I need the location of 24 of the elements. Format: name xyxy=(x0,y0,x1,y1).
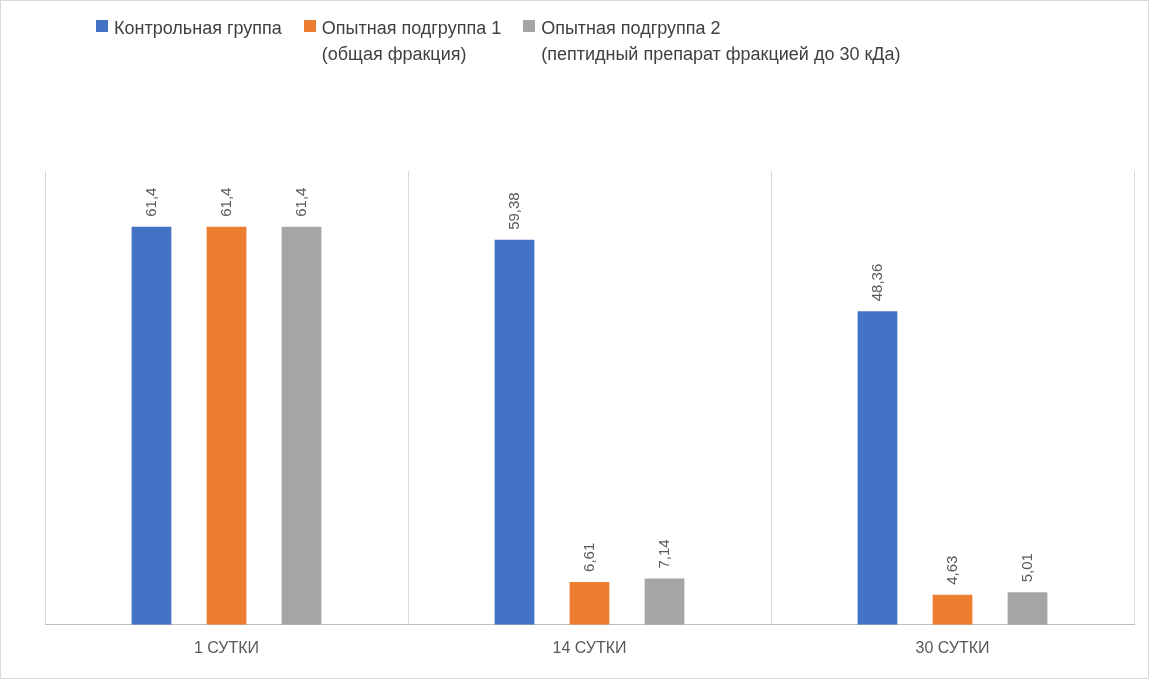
data-label: 48,36 xyxy=(867,263,885,302)
bar xyxy=(1007,592,1048,625)
data-label: 7,14 xyxy=(654,539,672,569)
x-tick-label: 14 СУТКИ xyxy=(552,638,627,656)
data-label: 61,4 xyxy=(141,187,159,217)
bar xyxy=(932,594,973,625)
data-label: 61,4 xyxy=(291,187,309,217)
bar xyxy=(857,311,898,625)
legend-label: Контрольная группа xyxy=(114,17,282,40)
bar xyxy=(494,239,535,625)
bar xyxy=(131,226,172,625)
legend-label: Опытная подгруппа 1 (общая фракция) xyxy=(321,17,502,66)
data-label: 5,01 xyxy=(1017,553,1035,583)
x-tick-label: 30 СУТКИ xyxy=(915,638,990,656)
data-label: 61,4 xyxy=(216,187,234,217)
data-label: 4,63 xyxy=(942,555,960,585)
data-label: 6,61 xyxy=(579,542,597,572)
legend-label: Опытная подгруппа 2 (пептидный препарат фракцией до 30 кДа) xyxy=(541,17,901,66)
x-tick-label: 1 СУТКИ xyxy=(193,638,260,656)
bar xyxy=(644,578,685,625)
bar xyxy=(206,226,247,625)
bar xyxy=(281,226,322,625)
bar xyxy=(569,581,610,625)
data-label: 59,38 xyxy=(504,192,522,230)
